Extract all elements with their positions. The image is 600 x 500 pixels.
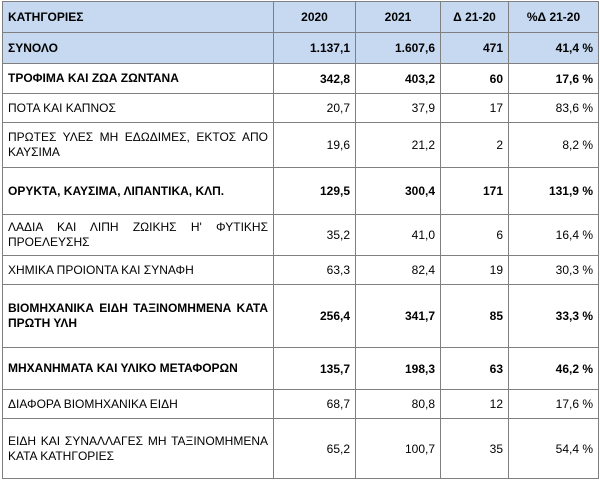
row-2021: 21,2 — [355, 122, 441, 168]
row-category: ΤΡΟΦΙΜΑ ΚΑΙ ΖΩΑ ΖΩΝΤΑΝΑ — [2, 63, 274, 94]
header-delta: Δ 21-20 — [440, 1, 509, 33]
row-2021: 41,0 — [355, 214, 441, 256]
row-2020: 20,7 — [273, 93, 356, 123]
row-delta: 19 — [440, 255, 509, 285]
header-2020: 2020 — [273, 1, 356, 33]
row-pct: 83,6 % — [508, 93, 599, 123]
row-pct: 33,3 % — [508, 284, 599, 348]
row-delta: 171 — [440, 167, 509, 215]
row-category: ΧΗΜΙΚΑ ΠΡΟΙΟΝΤΑ ΚΑΙ ΣΥΝΑΦΗ — [2, 255, 274, 285]
row-pct: 46,2 % — [508, 347, 599, 390]
table-row: ΠΟΤΑ ΚΑΙ ΚΑΠΝΟΣ 20,7 37,9 17 83,6 % — [2, 93, 599, 123]
row-pct: 17,6 % — [508, 63, 599, 94]
row-delta: 12 — [440, 389, 509, 419]
table-row: ΣΥΝΟΛΟ 1.137,1 1.607,6 471 41,4 % — [2, 32, 599, 64]
row-category: ΛΑΔΙΑ ΚΑΙ ΛΙΠΗ ΖΩΙΚΗΣ Η' ΦΥΤΙΚΗΣ ΠΡΟΕΛΕΥ… — [2, 214, 274, 256]
row-category: ΣΥΝΟΛΟ — [2, 32, 274, 64]
row-2020: 63,3 — [273, 255, 356, 285]
header-2021: 2021 — [355, 1, 441, 33]
table-header-row: ΚΑΤΗΓΟΡΙΕΣ 2020 2021 Δ 21-20 %Δ 21-20 — [2, 1, 599, 33]
header-category: ΚΑΤΗΓΟΡΙΕΣ — [2, 1, 274, 33]
row-2021: 82,4 — [355, 255, 441, 285]
row-2020: 68,7 — [273, 389, 356, 419]
row-pct: 16,4 % — [508, 214, 599, 256]
header-pct-delta: %Δ 21-20 — [508, 1, 599, 33]
table-row: ΕΙΔΗ ΚΑΙ ΣΥΝΑΛΛΑΓΕΣ ΜΗ ΤΑΞΙΝΟΜΗΜΕΝΑ ΚΑΤΑ… — [2, 418, 599, 479]
table-row: ΛΑΔΙΑ ΚΑΙ ΛΙΠΗ ΖΩΙΚΗΣ Η' ΦΥΤΙΚΗΣ ΠΡΟΕΛΕΥ… — [2, 214, 599, 256]
table-row: ΔΙΑΦΟΡΑ ΒΙΟΜΗΧΑΝΙΚΑ ΕΙΔΗ 68,7 80,8 12 17… — [2, 389, 599, 419]
row-2020: 342,8 — [273, 63, 356, 94]
row-delta: 85 — [440, 284, 509, 348]
row-category: ΔΙΑΦΟΡΑ ΒΙΟΜΗΧΑΝΙΚΑ ΕΙΔΗ — [2, 389, 274, 419]
trade-categories-table: ΚΑΤΗΓΟΡΙΕΣ 2020 2021 Δ 21-20 %Δ 21-20 ΣΥ… — [2, 1, 599, 479]
table-row: ΜΗΧΑΝΗΜΑΤΑ ΚΑΙ ΥΛΙΚΟ ΜΕΤΑΦΟΡΩΝ 135,7 198… — [2, 347, 599, 390]
row-delta: 17 — [440, 93, 509, 123]
row-2020: 35,2 — [273, 214, 356, 256]
row-delta: 35 — [440, 418, 509, 479]
row-2021: 80,8 — [355, 389, 441, 419]
table-row: ΤΡΟΦΙΜΑ ΚΑΙ ΖΩΑ ΖΩΝΤΑΝΑ 342,8 403,2 60 1… — [2, 63, 599, 94]
row-2020: 65,2 — [273, 418, 356, 479]
row-pct: 131,9 % — [508, 167, 599, 215]
row-2021: 198,3 — [355, 347, 441, 390]
row-2021: 100,7 — [355, 418, 441, 479]
row-category: ΜΗΧΑΝΗΜΑΤΑ ΚΑΙ ΥΛΙΚΟ ΜΕΤΑΦΟΡΩΝ — [2, 347, 274, 390]
table-row: ΧΗΜΙΚΑ ΠΡΟΙΟΝΤΑ ΚΑΙ ΣΥΝΑΦΗ 63,3 82,4 19 … — [2, 255, 599, 285]
row-2021: 341,7 — [355, 284, 441, 348]
row-2020: 19,6 — [273, 122, 356, 168]
row-delta: 6 — [440, 214, 509, 256]
row-category: ΕΙΔΗ ΚΑΙ ΣΥΝΑΛΛΑΓΕΣ ΜΗ ΤΑΞΙΝΟΜΗΜΕΝΑ ΚΑΤΑ… — [2, 418, 274, 479]
row-2020: 129,5 — [273, 167, 356, 215]
table-row: ΟΡΥΚΤΑ, ΚΑΥΣΙΜΑ, ΛΙΠΑΝΤΙΚΑ, ΚΛΠ. 129,5 3… — [2, 167, 599, 215]
row-delta: 63 — [440, 347, 509, 390]
row-category: ΟΡΥΚΤΑ, ΚΑΥΣΙΜΑ, ΛΙΠΑΝΤΙΚΑ, ΚΛΠ. — [2, 167, 274, 215]
table-row: ΒΙΟΜΗΧΑΝΙΚΑ ΕΙΔΗ ΤΑΞΙΝΟΜΗΜΕΝΑ ΚΑΤΑ ΠΡΩΤΗ… — [2, 284, 599, 348]
row-2021: 403,2 — [355, 63, 441, 94]
row-2021: 300,4 — [355, 167, 441, 215]
row-category: ΒΙΟΜΗΧΑΝΙΚΑ ΕΙΔΗ ΤΑΞΙΝΟΜΗΜΕΝΑ ΚΑΤΑ ΠΡΩΤΗ… — [2, 284, 274, 348]
row-delta: 471 — [440, 32, 509, 64]
row-pct: 41,4 % — [508, 32, 599, 64]
row-category: ΠΡΩΤΕΣ ΥΛΕΣ ΜΗ ΕΔΩΔΙΜΕΣ, ΕΚΤΟΣ ΑΠΟ ΚΑΥΣΙ… — [2, 122, 274, 168]
row-delta: 60 — [440, 63, 509, 94]
row-2020: 135,7 — [273, 347, 356, 390]
row-delta: 2 — [440, 122, 509, 168]
row-pct: 8,2 % — [508, 122, 599, 168]
row-pct: 30,3 % — [508, 255, 599, 285]
row-pct: 17,6 % — [508, 389, 599, 419]
row-category: ΠΟΤΑ ΚΑΙ ΚΑΠΝΟΣ — [2, 93, 274, 123]
row-2020: 1.137,1 — [273, 32, 356, 64]
row-pct: 54,4 % — [508, 418, 599, 479]
row-2021: 37,9 — [355, 93, 441, 123]
table-row: ΠΡΩΤΕΣ ΥΛΕΣ ΜΗ ΕΔΩΔΙΜΕΣ, ΕΚΤΟΣ ΑΠΟ ΚΑΥΣΙ… — [2, 122, 599, 168]
row-2021: 1.607,6 — [355, 32, 441, 64]
row-2020: 256,4 — [273, 284, 356, 348]
